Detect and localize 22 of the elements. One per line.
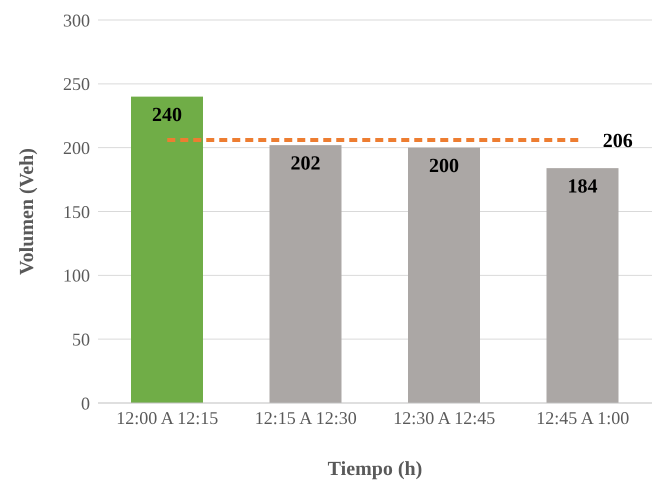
ref-line-label: 206 [602,130,633,152]
y-tick-label: 200 [63,138,90,158]
x-tick-label: 12:15 A 12:30 [254,408,357,428]
x-tick-label: 12:45 A 1:00 [536,408,630,428]
y-tick-label: 100 [63,266,90,286]
data-label: 184 [568,175,598,198]
y-tick-label: 300 [63,10,90,30]
x-tick-label: 12:30 A 12:45 [393,408,496,428]
x-tick-label: 12:00 A 12:15 [116,408,218,428]
bar [131,96,203,403]
y-tick-label: 250 [63,74,90,94]
y-axis-title: Volumen (Veh) [16,148,38,275]
x-axis-title: Tiempo (h) [328,458,422,480]
bar [270,145,342,403]
data-label: 240 [152,104,182,126]
data-label: 200 [429,154,459,177]
y-tick-label: 150 [63,202,90,222]
bar [546,168,618,403]
y-tick-label: 50 [72,330,90,350]
data-label: 202 [290,152,320,174]
y-tick-label: 0 [81,393,90,414]
bar [408,148,480,403]
